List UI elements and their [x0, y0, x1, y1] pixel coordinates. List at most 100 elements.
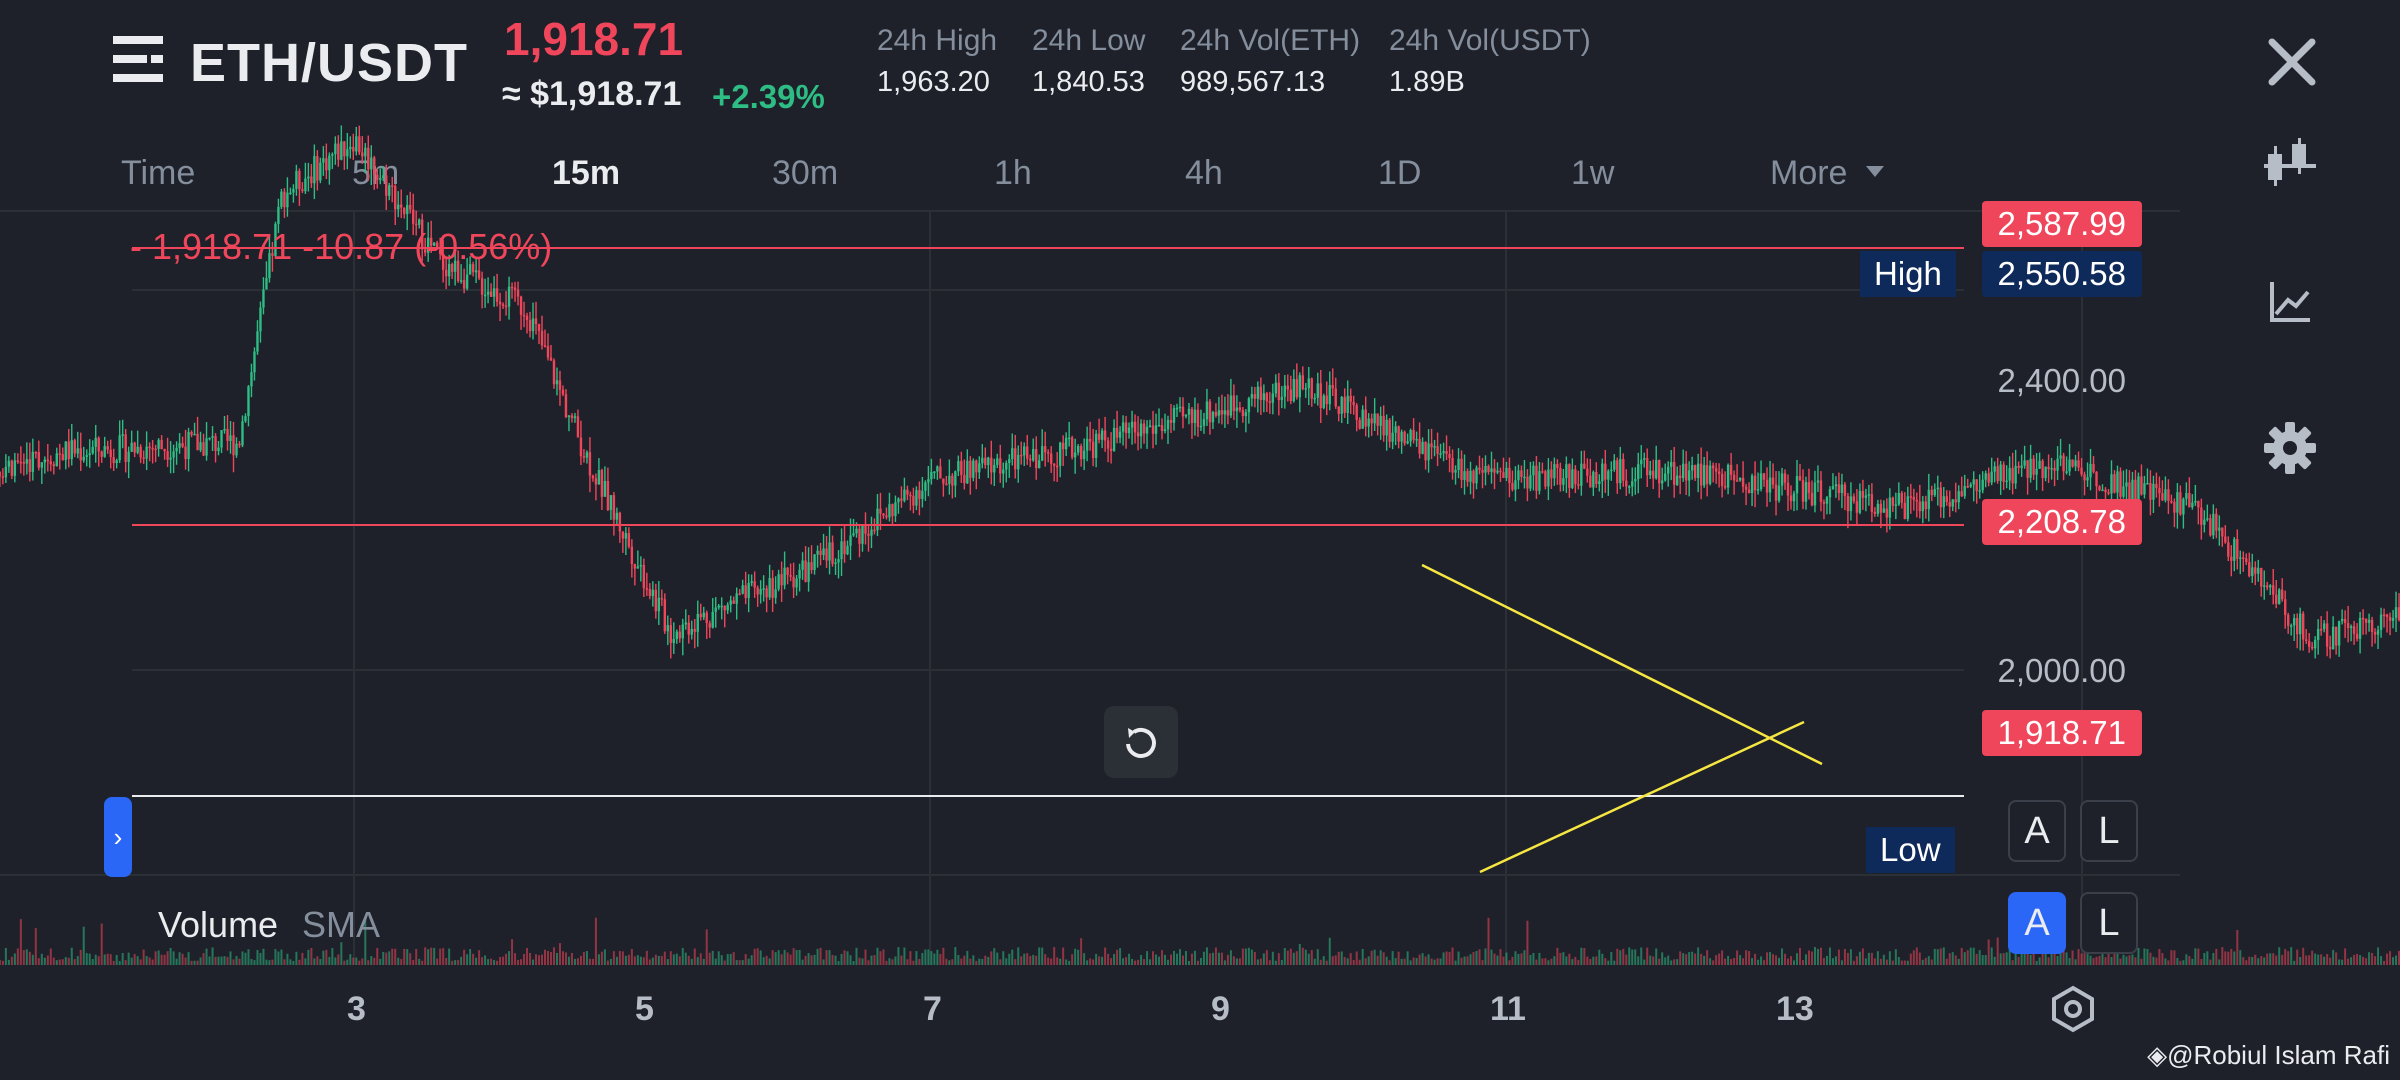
candle-body — [289, 192, 292, 195]
volume-bar — [561, 951, 564, 965]
candle-body — [450, 263, 454, 272]
volume-bar — [199, 957, 202, 965]
candle-body — [2209, 518, 2212, 536]
volume-bar — [70, 947, 73, 965]
volume-bar — [1077, 949, 1080, 965]
auto-scale-button[interactable]: A — [2008, 800, 2066, 862]
candlestick-icon[interactable] — [2260, 134, 2320, 194]
volume-bar — [2245, 960, 2248, 965]
volume-bar — [684, 952, 687, 965]
tab-time[interactable]: Time — [121, 154, 196, 192]
volume-bar — [241, 951, 244, 965]
volume-bar — [1274, 960, 1277, 965]
candle-body — [1792, 493, 1796, 502]
candle-body — [762, 588, 765, 590]
log-scale-button[interactable]: L — [2080, 800, 2138, 862]
candle-body — [1610, 469, 1613, 472]
candle-body — [1379, 415, 1382, 426]
menu-icon[interactable] — [113, 34, 165, 84]
candle-body — [202, 442, 205, 456]
volume-bar — [582, 952, 585, 965]
reset-chart-button[interactable] — [1104, 706, 1178, 778]
tab-1h[interactable]: 1h — [994, 154, 1032, 192]
candle-body — [2266, 585, 2269, 588]
candle-body — [879, 508, 882, 514]
candle-body — [2254, 567, 2257, 574]
tab-1w[interactable]: 1w — [1571, 154, 1615, 192]
stat-24h-high-value: 1,963.20 — [877, 66, 990, 98]
candle-body — [322, 158, 325, 163]
volume-bar — [454, 960, 457, 965]
volume-bar — [1637, 956, 1640, 965]
candle-body — [160, 439, 163, 450]
candle-body — [1277, 382, 1281, 401]
candle-body — [1391, 432, 1394, 442]
close-icon[interactable] — [2262, 32, 2322, 92]
tab-more[interactable]: More — [1770, 154, 1848, 192]
volume-log-button[interactable]: L — [2080, 892, 2138, 954]
volume-auto-button[interactable]: A — [2008, 892, 2066, 954]
indicator-icon[interactable] — [2260, 272, 2320, 332]
chart-scroll-handle[interactable]: › — [104, 797, 132, 877]
chevron-down-icon[interactable] — [1866, 166, 1884, 177]
volume-bar — [1223, 960, 1226, 965]
candle-body — [1705, 465, 1709, 484]
candle-body — [639, 564, 643, 567]
candle-body — [1816, 480, 1820, 483]
candle-body — [166, 451, 169, 460]
candle-body — [957, 461, 960, 472]
volume-bar — [1936, 949, 1939, 965]
volume-bar — [2098, 955, 2101, 965]
volume-bar — [831, 954, 834, 965]
candle-body — [1640, 459, 1643, 465]
candle-body — [2077, 460, 2080, 468]
tab-1d[interactable]: 1D — [1378, 154, 1422, 192]
candle-body — [624, 533, 628, 539]
volume-bar — [2227, 951, 2230, 965]
volume-bar — [316, 956, 319, 965]
candle-body — [1975, 479, 1978, 492]
volume-bar — [1505, 952, 1508, 965]
candle-body — [636, 566, 640, 569]
volume-bar — [1673, 959, 1676, 965]
volume-bar — [1790, 956, 1793, 965]
candle-body — [915, 490, 918, 506]
volume-bar — [1418, 954, 1421, 965]
volume-bar — [1187, 960, 1190, 965]
candle-body — [2242, 557, 2245, 559]
tab-30m[interactable]: 30m — [772, 154, 839, 192]
volume-bar — [178, 952, 181, 965]
volume-bar — [1906, 960, 1909, 965]
volume-bar — [1277, 953, 1280, 965]
volume-bar — [1631, 949, 1634, 965]
tab-15m[interactable]: 15m — [552, 154, 621, 192]
candle-body — [1020, 454, 1023, 457]
tab-4h[interactable]: 4h — [1185, 154, 1223, 192]
volume-bar — [1370, 950, 1373, 965]
gear-icon[interactable] — [2260, 418, 2320, 478]
volume-bar — [256, 949, 259, 965]
volume-bar — [484, 955, 487, 965]
candle-body — [181, 443, 184, 447]
settings-hexagon-icon[interactable] — [2048, 984, 2098, 1039]
candle-body — [2292, 618, 2296, 626]
volume-bar — [1706, 950, 1709, 965]
volume-bar — [370, 956, 373, 965]
volume-bar — [2200, 959, 2203, 965]
candle-body — [175, 447, 178, 452]
trading-pair-title[interactable]: ETH/USDT — [190, 33, 468, 93]
volume-bar — [283, 959, 286, 965]
volume-bar — [864, 949, 867, 965]
candle-body — [2131, 479, 2134, 500]
volume-bar — [2371, 952, 2374, 965]
candle-body — [1445, 450, 1448, 454]
volume-bar — [1134, 960, 1137, 965]
volume-bar — [1328, 937, 1331, 965]
candle-body — [453, 260, 457, 272]
candle-body — [1322, 395, 1325, 408]
volume-label: Volume — [158, 904, 279, 945]
candle-body — [1969, 484, 1972, 487]
volume-bar — [1059, 958, 1062, 965]
volume-bar — [235, 955, 238, 965]
